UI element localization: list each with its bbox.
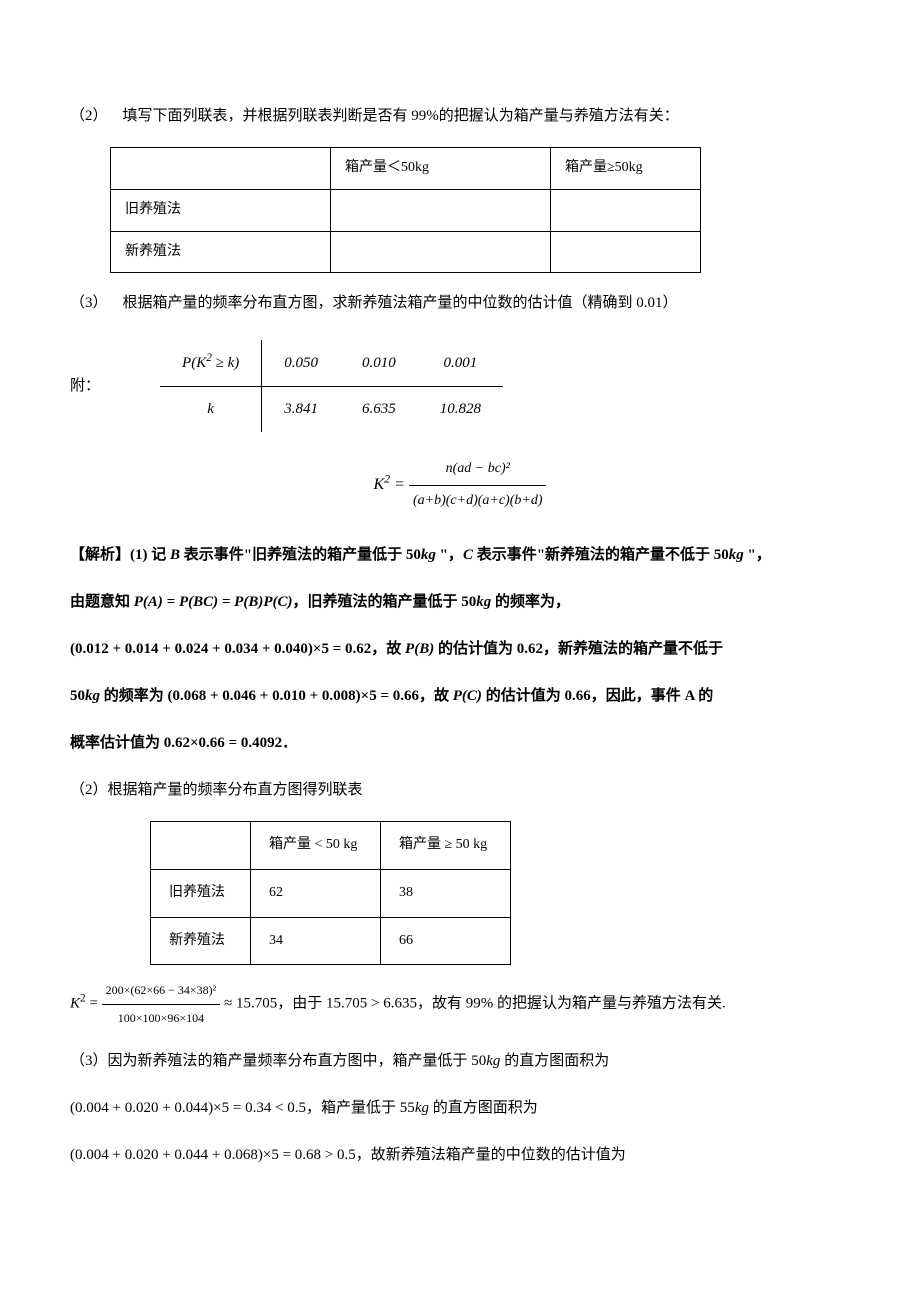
sol1-var-c: C xyxy=(463,547,473,563)
question-3: （3） 根据箱产量的频率分布直方图，求新养殖法箱产量的中位数的估计值（精确到 0… xyxy=(70,287,850,320)
table-cell-blank xyxy=(151,821,251,869)
sol2-row1-name: 旧养殖法 xyxy=(151,869,251,917)
critical-value-table: P(K2 ≥ k) 0.050 0.010 0.001 k 3.841 6.63… xyxy=(160,340,503,432)
formula-denominator: (a+b)(c+d)(a+c)(b+d) xyxy=(409,486,547,517)
crit-p-1: 0.010 xyxy=(340,340,418,387)
q2-contingency-table: 箱产量＜50kg 箱产量≥50kg 旧养殖法 新养殖法 xyxy=(110,147,701,273)
table-header-col1: 箱产量＜50kg xyxy=(331,148,551,190)
solution-3-line1: (0.004 + 0.020 + 0.044)×5 = 0.34 < 0.5，箱… xyxy=(70,1092,850,1125)
crit-k-1: 6.635 xyxy=(340,387,418,433)
solution-1-line5: 概率估计值为 0.62×0.66 = 0.4092． xyxy=(70,727,850,760)
solution-1-line4: 50kg 的频率为 (0.068 + 0.046 + 0.010 + 0.008… xyxy=(70,680,850,713)
attach-label: 附： xyxy=(70,370,100,403)
sol1-l2formula: P(A) = P(BC) = P(B)P(C) xyxy=(134,594,293,610)
sol1-l4c: (0.068 + 0.046 + 0.010 + 0.008)×5 = 0.66 xyxy=(168,688,419,704)
crit-p-0: 0.050 xyxy=(262,340,340,387)
table-cell xyxy=(331,231,551,273)
crit-p-2: 0.001 xyxy=(418,340,503,387)
sol1-l4f: 的估计值为 0.66，因此，事件 A 的 xyxy=(482,688,713,704)
table-row2-label: 新养殖法 xyxy=(111,231,331,273)
table-row1-label: 旧养殖法 xyxy=(111,189,331,231)
table-cell xyxy=(331,189,551,231)
sol3-l1kg: kg xyxy=(415,1100,429,1116)
crit-header-stat: P(K2 ≥ k) xyxy=(160,340,262,387)
sol3-l1c: 的直方图面积为 xyxy=(429,1100,538,1116)
sol1-l4d: ，故 xyxy=(419,688,453,704)
sol2-row2-name: 新养殖法 xyxy=(151,917,251,965)
k-squared-formula: K2 = n(ad − bc)² (a+b)(c+d)(a+c)(b+d) xyxy=(70,454,850,517)
attachment-row: 附： P(K2 ≥ k) 0.050 0.010 0.001 k 3.841 6… xyxy=(70,340,850,432)
q2-label: （2） xyxy=(70,108,108,124)
sol1-l4b: 的频率为 xyxy=(100,688,168,704)
formula-numerator: n(ad − bc)² xyxy=(409,454,547,486)
crit-header-k: k xyxy=(160,387,262,433)
solution-1-line2: 由题意知 P(A) = P(BC) = P(B)P(C)，旧养殖法的箱产量低于 … xyxy=(70,586,850,619)
sol1-l4kg: kg xyxy=(85,688,100,704)
table-cell xyxy=(551,231,701,273)
sol1-mid2: "， xyxy=(436,547,463,563)
sol1-end: "， xyxy=(744,547,771,563)
sol1-l3c: P(B) xyxy=(405,641,434,657)
sol1-mid3: 表示事件"新养殖法的箱产量不低于 50 xyxy=(473,547,729,563)
solution-3-label: （3）因为新养殖法的箱产量频率分布直方图中，箱产量低于 50kg 的直方图面积为 xyxy=(70,1045,850,1078)
sol2-row1-c2: 38 xyxy=(381,869,511,917)
k2-num: 200×(62×66 − 34×38)² xyxy=(102,977,221,1004)
sol3-a: （3）因为新养殖法的箱产量频率分布直方图中，箱产量低于 50 xyxy=(70,1053,486,1069)
sol1-l2b: ，旧养殖法的箱产量低于 50 xyxy=(293,594,477,610)
sol2-row2-c1: 34 xyxy=(251,917,381,965)
sol3-kg1: kg xyxy=(486,1053,500,1069)
sol1-l2a: 由题意知 xyxy=(70,594,134,610)
sol1-l5: 概率估计值为 0.62×0.66 = 0.4092． xyxy=(70,735,297,751)
solution-1-line1: 【解析】(1) 记 B 表示事件"旧养殖法的箱产量低于 50kg "，C 表示事… xyxy=(70,539,850,572)
sol3-l2b: ，故新养殖法箱产量的中位数的估计值为 xyxy=(356,1147,626,1163)
table-header-col2: 箱产量≥50kg xyxy=(551,148,701,190)
question-2: （2） 填写下面列联表，并根据列联表判断是否有 99%的把握认为箱产量与养殖方法… xyxy=(70,100,850,133)
solution-2-k2: K2 = 200×(62×66 − 34×38)² 100×100×96×104… xyxy=(70,977,850,1031)
solution-1-line3: (0.012 + 0.014 + 0.024 + 0.034 + 0.040)×… xyxy=(70,633,850,666)
table-cell-blank xyxy=(111,148,331,190)
crit-k-0: 3.841 xyxy=(262,387,340,433)
sol2-row2-c2: 66 xyxy=(381,917,511,965)
k2-tail: ，由于 15.705 > 6.635，故有 99% 的把握认为箱产量与养殖方法有… xyxy=(277,996,725,1012)
sol1-mid1: 表示事件"旧养殖法的箱产量低于 50 xyxy=(180,547,421,563)
sol1-l2c: 的频率为， xyxy=(491,594,570,610)
sol1-kg1: kg xyxy=(421,547,436,563)
sol3-l1a: (0.004 + 0.020 + 0.044)×5 = 0.34 < 0.5 xyxy=(70,1100,306,1116)
sol2-col2: 箱产量 ≥ 50 kg xyxy=(381,821,511,869)
sol1-kg2: kg xyxy=(729,547,744,563)
sol3-l1b: ，箱产量低于 55 xyxy=(306,1100,415,1116)
solution-2-label: （2）根据箱产量的频率分布直方图得列联表 xyxy=(70,774,850,807)
sol1-l4e: P(C) xyxy=(453,688,482,704)
crit-k-2: 10.828 xyxy=(418,387,503,433)
q3-prompt: 根据箱产量的频率分布直方图，求新养殖法箱产量的中位数的估计值（精确到 0.01） xyxy=(123,295,678,311)
sol2-row1-c1: 62 xyxy=(251,869,381,917)
solution-3-line2: (0.004 + 0.020 + 0.044 + 0.068)×5 = 0.68… xyxy=(70,1139,850,1172)
q2-prompt: 填写下面列联表，并根据列联表判断是否有 99%的把握认为箱产量与养殖方法有关： xyxy=(123,108,679,124)
sol1-var-b: B xyxy=(170,547,180,563)
sol1-l3b: ，故 xyxy=(371,641,405,657)
sol1-prefix: 【解析】(1) 记 xyxy=(70,547,170,563)
sol2-col1: 箱产量 < 50 kg xyxy=(251,821,381,869)
table-cell xyxy=(551,189,701,231)
k2-den: 100×100×96×104 xyxy=(102,1005,221,1031)
sol3-b: 的直方图面积为 xyxy=(500,1053,609,1069)
q3-label: （3） xyxy=(70,295,108,311)
sol1-l3a: (0.012 + 0.014 + 0.024 + 0.034 + 0.040)×… xyxy=(70,641,371,657)
solution-2-table: 箱产量 < 50 kg 箱产量 ≥ 50 kg 旧养殖法 62 38 新养殖法 … xyxy=(150,821,511,965)
sol1-l3d: 的估计值为 0.62，新养殖法的箱产量不低于 xyxy=(434,641,723,657)
k2-approx: ≈ 15.705 xyxy=(220,996,277,1012)
sol1-l2kg: kg xyxy=(476,594,491,610)
sol3-l2a: (0.004 + 0.020 + 0.044 + 0.068)×5 = 0.68… xyxy=(70,1147,356,1163)
sol1-l4a: 50 xyxy=(70,688,85,704)
